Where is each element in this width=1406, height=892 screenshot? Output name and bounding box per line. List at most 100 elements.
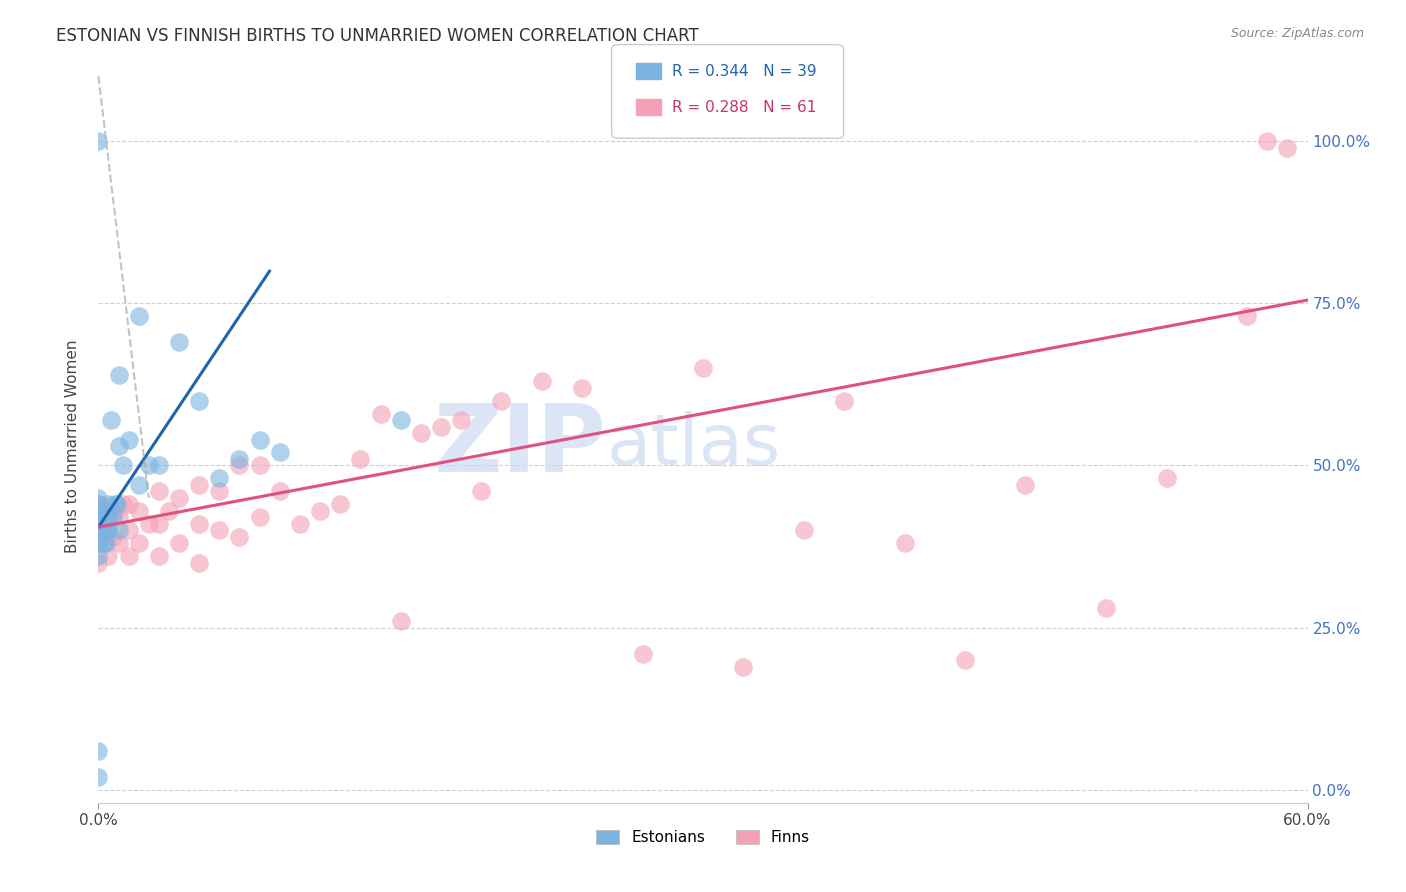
Point	[97, 524, 120, 538]
Point	[96, 524, 118, 538]
Point	[107, 439, 129, 453]
Point	[87, 497, 110, 511]
Point	[87, 516, 110, 531]
Point	[87, 504, 110, 518]
Point	[93, 536, 115, 550]
Point	[87, 524, 110, 538]
Point	[571, 381, 593, 395]
Point	[87, 510, 110, 524]
Point	[953, 653, 976, 667]
Point	[96, 510, 118, 524]
Point	[87, 549, 110, 564]
Point	[128, 504, 150, 518]
Text: R = 0.288   N = 61: R = 0.288 N = 61	[672, 100, 817, 114]
Text: ESTONIAN VS FINNISH BIRTHS TO UNMARRIED WOMEN CORRELATION CHART: ESTONIAN VS FINNISH BIRTHS TO UNMARRIED …	[56, 27, 699, 45]
Point	[1156, 471, 1178, 485]
Point	[128, 478, 150, 492]
Point	[167, 536, 190, 550]
Point	[249, 433, 271, 447]
Point	[188, 516, 211, 531]
Point	[101, 530, 124, 544]
Point	[832, 393, 855, 408]
Point	[389, 614, 412, 628]
Point	[188, 556, 211, 570]
Text: ZIP: ZIP	[433, 400, 606, 492]
Point	[107, 368, 129, 382]
Point	[249, 510, 271, 524]
Point	[87, 134, 110, 148]
Point	[111, 458, 134, 473]
Point	[1014, 478, 1036, 492]
Point	[118, 524, 141, 538]
Point	[87, 510, 110, 524]
Point	[87, 536, 110, 550]
Point	[96, 536, 118, 550]
Point	[249, 458, 271, 473]
Point	[97, 549, 120, 564]
Point	[530, 374, 553, 388]
Point	[97, 524, 120, 538]
Point	[793, 524, 815, 538]
Point	[87, 770, 110, 784]
Point	[111, 497, 134, 511]
Point	[893, 536, 915, 550]
Point	[228, 452, 250, 467]
Point	[107, 536, 129, 550]
Point	[128, 310, 150, 324]
Point	[309, 504, 332, 518]
Point	[87, 556, 110, 570]
Point	[228, 458, 250, 473]
Point	[103, 504, 125, 518]
Point	[107, 510, 129, 524]
Text: R = 0.344   N = 39: R = 0.344 N = 39	[672, 64, 817, 78]
Point	[105, 497, 128, 511]
Point	[148, 549, 170, 564]
Point	[87, 497, 110, 511]
Point	[87, 744, 110, 758]
Point	[87, 491, 110, 505]
Point	[100, 413, 122, 427]
Point	[1256, 134, 1278, 148]
Point	[228, 530, 250, 544]
Point	[138, 516, 160, 531]
Point	[470, 484, 492, 499]
Point	[409, 425, 432, 440]
Point	[148, 484, 170, 499]
Point	[157, 504, 180, 518]
Y-axis label: Births to Unmarried Women: Births to Unmarried Women	[65, 339, 80, 553]
Point	[491, 393, 513, 408]
Point	[288, 516, 311, 531]
Point	[118, 549, 141, 564]
Point	[389, 413, 412, 427]
Point	[1236, 310, 1258, 324]
Point	[349, 452, 371, 467]
Point	[107, 524, 129, 538]
Point	[148, 516, 170, 531]
Point	[208, 484, 231, 499]
Point	[692, 361, 714, 376]
Point	[188, 393, 211, 408]
Point	[138, 458, 160, 473]
Point	[208, 524, 231, 538]
Point	[269, 484, 291, 499]
Point	[370, 407, 392, 421]
Point	[329, 497, 352, 511]
Point	[118, 433, 141, 447]
Point	[93, 524, 115, 538]
Point	[269, 445, 291, 459]
Text: Source: ZipAtlas.com: Source: ZipAtlas.com	[1230, 27, 1364, 40]
Point	[118, 497, 141, 511]
Point	[1095, 601, 1118, 615]
Point	[167, 491, 190, 505]
Point	[87, 536, 110, 550]
Text: atlas: atlas	[606, 411, 780, 481]
Point	[1277, 140, 1299, 154]
Point	[103, 497, 125, 511]
Point	[631, 647, 654, 661]
Point	[97, 497, 120, 511]
Legend: Estonians, Finns: Estonians, Finns	[596, 830, 810, 845]
Point	[97, 510, 120, 524]
Point	[128, 536, 150, 550]
Point	[97, 504, 120, 518]
Point	[188, 478, 211, 492]
